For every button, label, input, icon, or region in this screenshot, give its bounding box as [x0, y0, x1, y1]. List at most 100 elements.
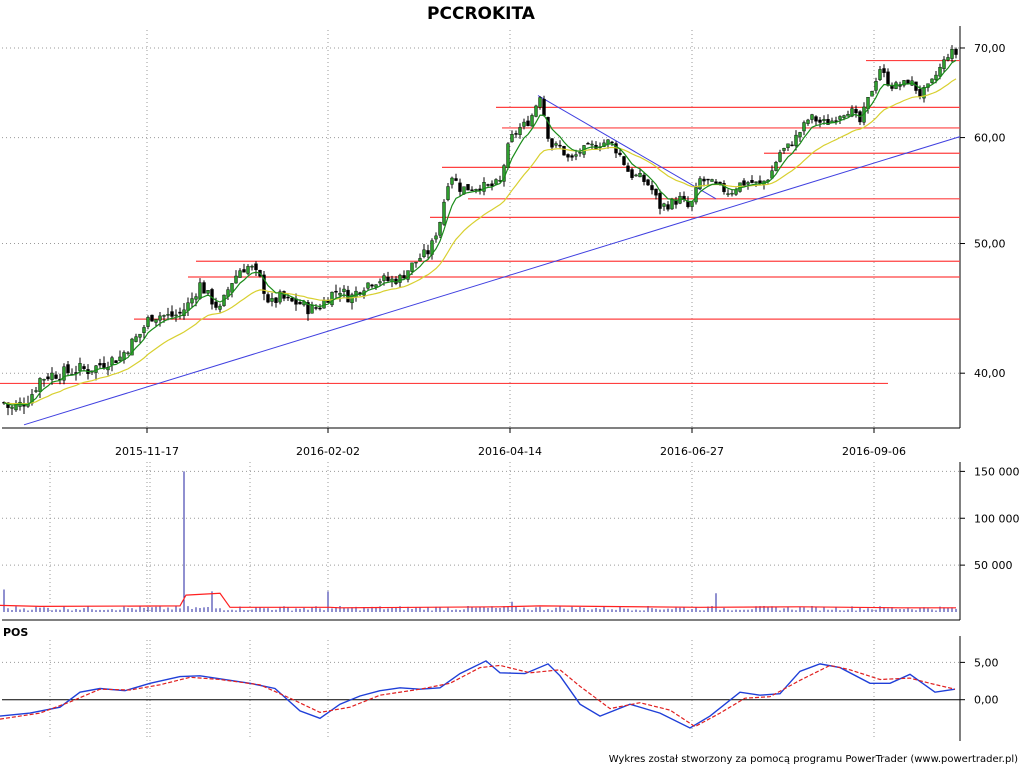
- candle-body: [318, 307, 322, 310]
- candle-body: [622, 156, 626, 165]
- candle-body: [482, 181, 486, 192]
- candle-body: [946, 57, 950, 61]
- candle-body: [194, 296, 198, 300]
- candle-body: [382, 275, 386, 281]
- candle-body: [750, 180, 754, 183]
- candle-body: [470, 189, 474, 191]
- candle-body: [446, 186, 450, 200]
- candle-body: [466, 184, 470, 191]
- candles: [2, 45, 958, 416]
- candle-body: [774, 162, 778, 171]
- candle-body: [638, 173, 642, 178]
- candle-body: [538, 97, 542, 108]
- candle-body: [950, 49, 954, 59]
- chart-title: PCCROKITA: [427, 4, 536, 24]
- candle-body: [334, 290, 338, 293]
- candle-body: [546, 116, 550, 139]
- candle-body: [642, 174, 646, 182]
- candle-body: [694, 187, 698, 203]
- candle-body: [118, 356, 122, 361]
- candle-body: [754, 181, 758, 183]
- candle-body: [266, 294, 270, 303]
- candle-body: [746, 182, 750, 185]
- candle-body: [734, 189, 738, 195]
- candle-body: [798, 132, 802, 138]
- candle-body: [530, 115, 534, 127]
- candle-body: [246, 266, 250, 274]
- candle-body: [130, 338, 134, 356]
- candle-body: [802, 122, 806, 132]
- candle-body: [706, 178, 710, 181]
- candle-body: [922, 87, 926, 99]
- ema-short-line: [3, 59, 957, 406]
- candle-body: [690, 201, 694, 207]
- candle-body: [490, 183, 494, 187]
- candle-body: [626, 165, 630, 172]
- candle-body: [198, 282, 202, 299]
- price-ytick-label: 70,00: [974, 42, 1006, 55]
- candle-body: [514, 133, 518, 135]
- candle-body: [930, 78, 934, 83]
- volume-ytick-label: 100 000: [974, 512, 1020, 525]
- price-ytick-label: 60,00: [974, 132, 1006, 145]
- price-xtick-label: 2016-06-27: [660, 445, 724, 458]
- candle-body: [262, 274, 266, 294]
- volume-bars: [3, 471, 957, 612]
- candle-body: [878, 69, 882, 80]
- candle-body: [242, 269, 246, 273]
- footer-credit: Wykres został stworzony za pomocą progra…: [609, 754, 1018, 765]
- candle-body: [662, 203, 666, 207]
- pos-label: POS: [3, 626, 28, 639]
- candle-body: [646, 179, 650, 186]
- volume-ytick-label: 50 000: [974, 559, 1013, 572]
- candle-body: [114, 360, 118, 364]
- candle-body: [358, 292, 362, 294]
- candle-body: [314, 307, 318, 309]
- candle-body: [206, 290, 210, 294]
- candle-body: [102, 363, 106, 368]
- candle-body: [886, 71, 890, 86]
- candle-body: [654, 188, 658, 196]
- price-xtick-label: 2016-09-06: [842, 445, 906, 458]
- candle-body: [310, 305, 314, 314]
- candle-body: [286, 296, 290, 299]
- pos-panel: POS 5,00 0,00: [0, 626, 999, 741]
- candle-body: [378, 281, 382, 284]
- candle-body: [158, 315, 162, 321]
- candle-body: [270, 298, 274, 302]
- candle-body: [850, 108, 854, 117]
- candle-body: [570, 155, 574, 158]
- candle-body: [146, 317, 150, 327]
- candle-body: [202, 282, 206, 294]
- candle-body: [702, 178, 706, 182]
- candle-body: [190, 298, 194, 304]
- candle-body: [278, 291, 282, 303]
- candle-body: [150, 314, 154, 322]
- candle-body: [778, 152, 782, 162]
- candle-body: [62, 366, 66, 381]
- candle-body: [498, 179, 502, 182]
- price-ytick-label: 40,00: [974, 367, 1006, 380]
- candle-body: [586, 143, 590, 145]
- volume-average-line: [0, 592, 956, 609]
- candle-body: [590, 143, 594, 146]
- candle-body: [54, 374, 58, 379]
- candle-body: [726, 193, 730, 195]
- candle-body: [42, 379, 46, 381]
- candle-body: [710, 179, 714, 182]
- candle-body: [826, 119, 830, 125]
- candle-body: [290, 297, 294, 302]
- candle-body: [574, 154, 578, 157]
- candle-body: [510, 134, 514, 142]
- candle-body: [618, 152, 622, 155]
- candle-body: [254, 263, 258, 271]
- candle-body: [874, 81, 878, 91]
- candle-body: [410, 262, 414, 272]
- candle-body: [486, 184, 490, 186]
- candle-body: [38, 378, 42, 392]
- candle-body: [50, 372, 54, 380]
- candle-body: [366, 282, 370, 289]
- candle-body: [66, 364, 70, 374]
- candle-body: [578, 152, 582, 154]
- candle-body: [426, 250, 430, 255]
